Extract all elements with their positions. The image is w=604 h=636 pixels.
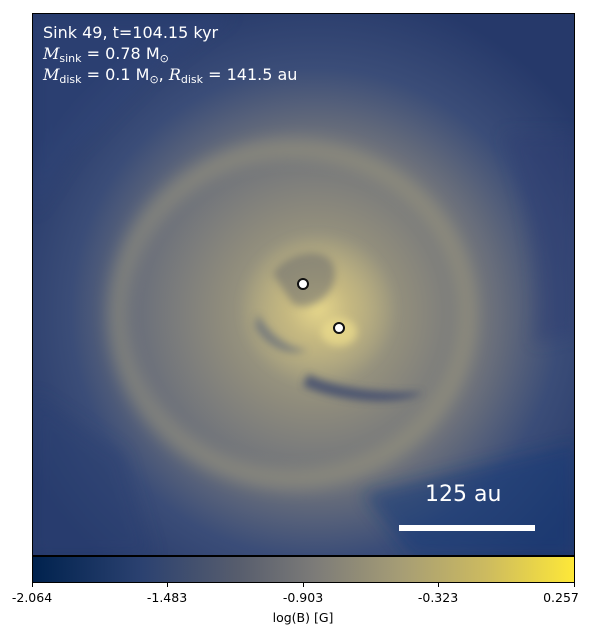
disk-properties-label: Mdisk = 0.1 M⊙, Rdisk = 141.5 au <box>43 65 298 86</box>
colorbar-tick <box>574 583 575 587</box>
colorbar-tick <box>303 583 304 587</box>
disk-mass-symbol: M <box>43 65 60 84</box>
disk-radius-symbol: R <box>168 65 181 84</box>
sink-mass-value: = 0.78 M <box>81 44 160 63</box>
sink-mass-label: Msink = 0.78 M⊙ <box>43 43 169 69</box>
sink-mass-symbol: M <box>43 44 60 63</box>
colorbar-tick-label: 0.257 <box>543 590 579 605</box>
colorbar-label: log(B) [G] <box>272 610 334 625</box>
colorbar-tick-label: -0.323 <box>417 590 459 605</box>
colorbar-tick <box>32 583 33 587</box>
sink-mass-unit: ⊙ <box>159 52 169 65</box>
disk-radius-subscript: disk <box>180 73 204 86</box>
sink-particle-marker <box>333 322 345 334</box>
colorbar-tick-label: -0.903 <box>282 590 324 605</box>
colorbar-tick <box>438 583 439 587</box>
scale-bar <box>399 525 535 531</box>
colorbar-tick-label: -1.483 <box>146 590 188 605</box>
colorbar-tick <box>167 583 168 587</box>
magnetic-field-map: Sink 49, t=104.15 kyr Msink = 0.78 M⊙ Md… <box>32 13 575 556</box>
disk-mass-value: = 0.1 M <box>81 65 150 84</box>
disk-mass-unit: ⊙ <box>149 73 159 86</box>
disk-mass-subscript: disk <box>59 73 82 86</box>
sink-particle-marker <box>297 278 309 290</box>
field-image <box>33 14 574 555</box>
sink-mass-subscript: sink <box>59 52 82 65</box>
scale-bar-label: 125 au <box>425 482 502 507</box>
colorbar <box>32 556 575 583</box>
disk-radius-value: = 141.5 au <box>203 65 298 84</box>
colorbar-tick-label: -2.064 <box>11 590 53 605</box>
sink-time-label: Sink 49, t=104.15 kyr <box>43 23 219 42</box>
